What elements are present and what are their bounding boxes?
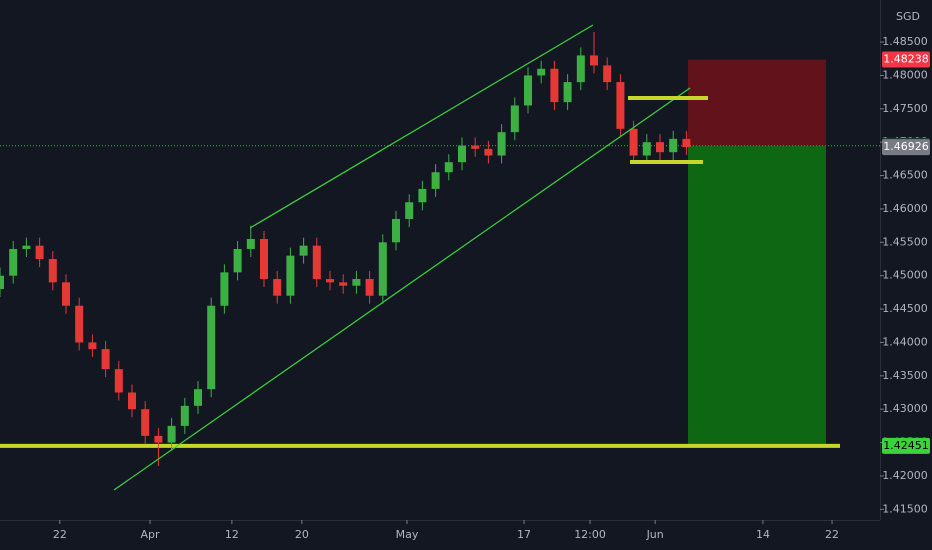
y-tick-label: 1.46000 [882,202,928,215]
candle-body [497,132,506,156]
currency-label: SGD [896,10,920,23]
candle-body [286,255,295,296]
candle-body [616,82,625,129]
y-tick-label: 1.45000 [882,269,928,282]
candle-body [273,279,282,296]
candle-body [299,245,308,256]
candle-body [405,202,414,219]
x-tick-label: 22 [825,528,839,541]
x-tick-label: 14 [756,528,770,541]
candle-body [75,305,84,343]
candle-body [154,435,163,443]
candle-body [444,162,453,173]
y-tick-label: 1.41500 [882,502,928,515]
candle-body [180,405,189,426]
stop-zone [688,59,826,146]
candle-body [326,279,334,283]
price-label-box [882,437,930,454]
candle-body [220,272,229,306]
candle-body [312,245,321,280]
position-boxes [0,59,880,448]
candle-body [141,409,150,436]
axes: 1.485001.480001.475001.470001.465001.460… [53,35,930,541]
candle-body [352,279,361,286]
candle-body [537,68,546,76]
candle-body [339,282,348,286]
candle-body [418,188,427,203]
candle-body [0,275,4,290]
x-tick-label: 17 [517,528,531,541]
price-label: 1.48238 [883,53,929,66]
x-tick-label: Jun [646,528,664,541]
candle-body [669,138,678,153]
candle-body [484,148,493,156]
candle-body [576,55,585,83]
candle-body [682,138,691,148]
y-tick-label: 1.43000 [882,402,928,415]
y-tick-label: 1.44500 [882,302,928,315]
drawings [113,24,708,491]
candle-body [524,75,532,106]
candle-body [114,369,123,393]
candle-body [656,142,664,153]
candle-body [88,342,97,350]
candle-body [260,238,268,280]
candle-body [35,245,44,259]
x-tick-label: 12 [225,528,239,541]
candle-body [642,142,651,156]
x-tick-label: 20 [295,528,309,541]
candle-body [101,349,110,370]
candle-body [378,242,387,296]
candles [0,32,691,466]
candle-body [471,145,480,149]
candle-body [431,172,440,189]
y-tick-label: 1.48000 [882,68,928,81]
x-tick-label: 12:00 [574,528,606,541]
candle-body [246,238,255,249]
candle-body [550,68,559,103]
x-tick-label: May [396,528,419,541]
candle-body [458,145,466,163]
channel-upper [249,24,594,229]
candle-body [167,425,176,443]
candle-body [233,248,242,273]
candle-body [603,65,612,83]
y-tick-label: 1.48500 [882,35,928,48]
candle-body [9,248,18,276]
candle-body [510,105,519,133]
candle-body [194,389,202,406]
y-tick-label: 1.44000 [882,335,928,348]
candle-body [365,279,374,296]
price-label-box [882,139,930,156]
y-tick-label: 1.46500 [882,169,928,182]
candle-body [48,258,57,283]
y-tick-label: 1.42000 [882,469,928,482]
y-tick-label: 1.45500 [882,235,928,248]
candle-body [392,218,400,243]
candle-body [629,128,638,156]
x-tick-label: 22 [53,528,67,541]
x-tick-label: Apr [141,528,161,541]
target-zone [688,145,826,446]
price-label-box [882,51,930,68]
channel-lower [113,87,691,491]
candle-body [128,392,136,410]
y-tick-label: 1.47500 [882,102,928,115]
y-tick-label: 1.43500 [882,369,928,382]
price-label: 1.42451 [883,439,929,452]
price-label: 1.46926 [883,140,929,153]
candle-body [62,282,70,306]
candle-body [207,305,216,390]
candle-body [590,55,598,66]
candle-body [563,82,572,103]
candle-body [22,245,31,249]
